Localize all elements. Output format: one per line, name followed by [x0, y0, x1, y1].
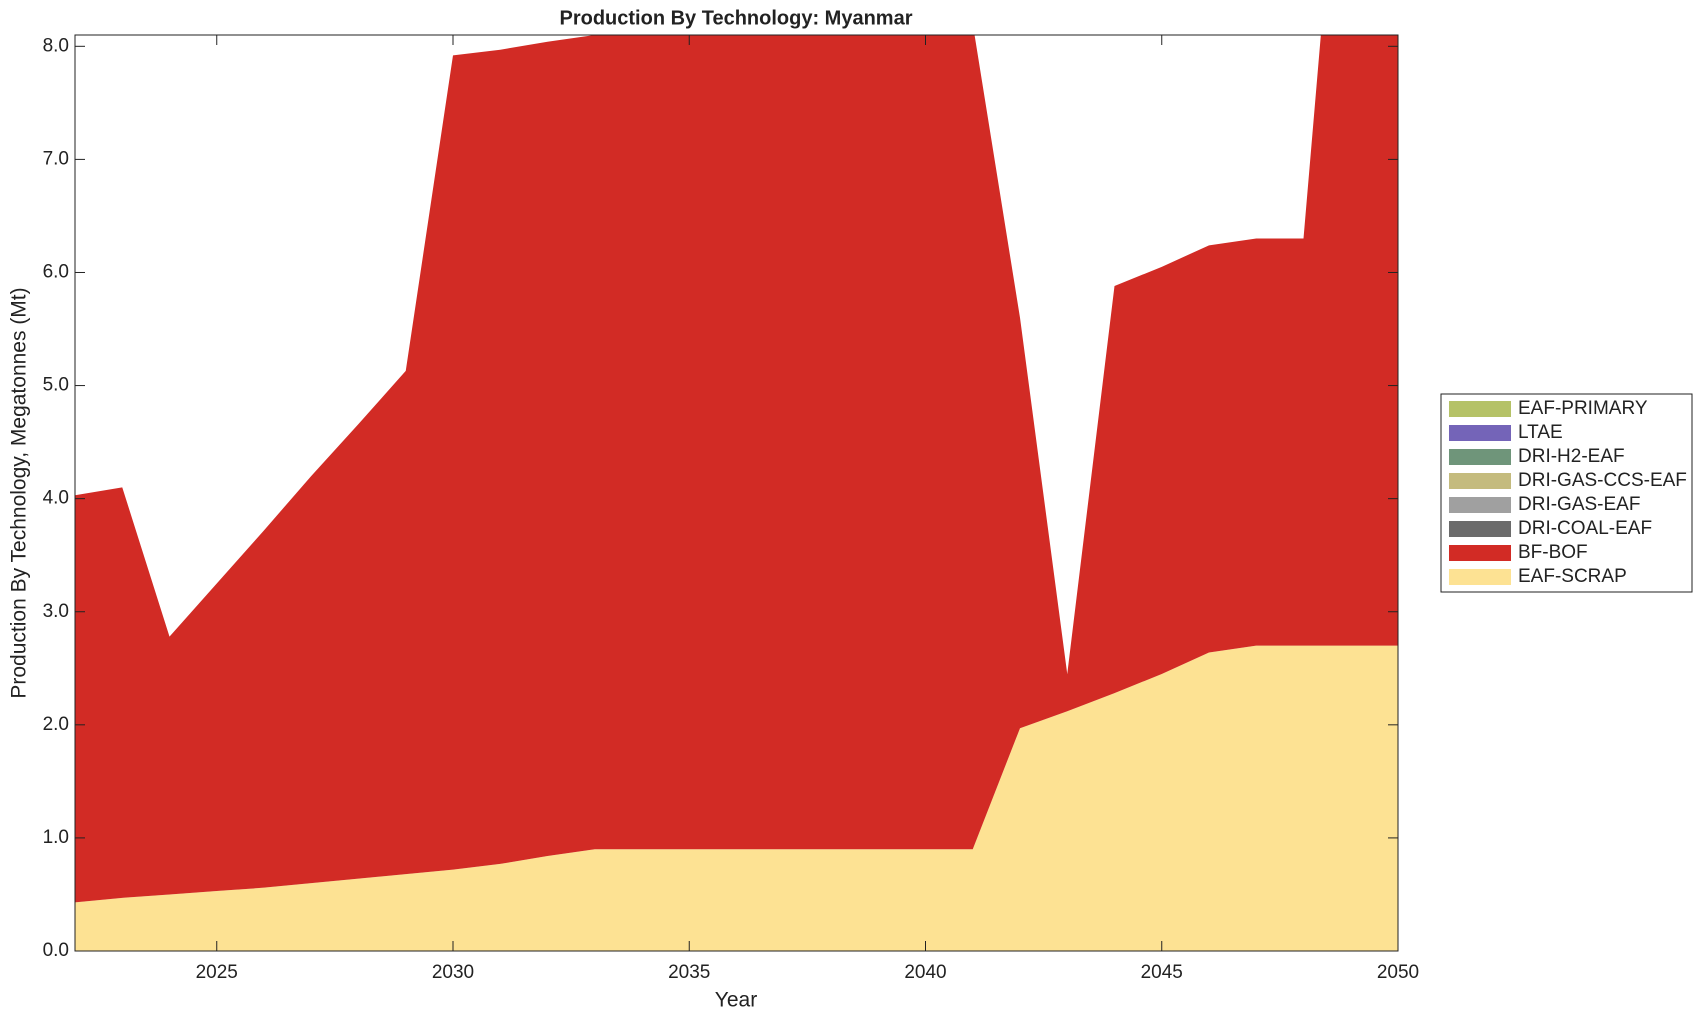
x-tick-label: 2050: [1377, 962, 1419, 983]
chart-title: Production By Technology: Myanmar: [560, 7, 913, 29]
legend-label: BF-BOF: [1518, 542, 1588, 563]
area: [75, 645, 1398, 951]
legend-swatch: [1449, 449, 1511, 465]
y-tick-label: 7.0: [43, 148, 69, 169]
x-tick-label: 2045: [1141, 962, 1183, 983]
x-tick-label: 2025: [196, 962, 238, 983]
y-tick-label: 3.0: [43, 601, 69, 622]
legend-label: DRI-GAS-CCS-EAF: [1518, 470, 1687, 491]
legend-swatch: [1449, 521, 1511, 537]
area: [75, 35, 1398, 903]
legend-swatch: [1449, 497, 1511, 513]
y-tick-label: 8.0: [43, 35, 69, 56]
y-axis-label: Production By Technology, Megatonnes (Mt…: [8, 287, 31, 698]
legend-swatch: [1449, 569, 1511, 585]
y-tick-label: 1.0: [43, 827, 69, 848]
x-tick-label: 2040: [904, 962, 946, 983]
legend-label: DRI-H2-EAF: [1518, 446, 1625, 467]
x-axis-label: Year: [715, 989, 757, 1012]
y-tick-label: 5.0: [43, 375, 69, 396]
y-tick-label: 4.0: [43, 488, 69, 509]
legend-label: LTAE: [1518, 422, 1563, 443]
legend-label: EAF-PRIMARY: [1518, 398, 1648, 419]
legend-swatch: [1449, 545, 1511, 561]
y-tick-label: 6.0: [43, 261, 69, 282]
plot-area: [75, 35, 1398, 951]
legend-label: EAF-SCRAP: [1518, 566, 1627, 587]
legend-label: DRI-GAS-EAF: [1518, 494, 1640, 515]
legend-label: DRI-COAL-EAF: [1518, 518, 1652, 539]
legend-swatch: [1449, 473, 1511, 489]
legend-swatch: [1449, 401, 1511, 417]
y-tick-label: 2.0: [43, 714, 69, 735]
legend-swatch: [1449, 425, 1511, 441]
axes-box: [74, 34, 1399, 952]
y-tick-label: 0.0: [43, 940, 69, 961]
x-tick-label: 2035: [668, 962, 710, 983]
x-tick-label: 2030: [432, 962, 474, 983]
